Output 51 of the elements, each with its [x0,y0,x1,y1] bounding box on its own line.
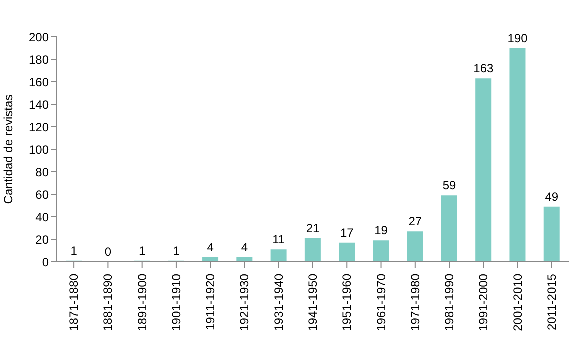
y-tick-label: 200 [28,30,50,44]
y-tick-label: 60 [36,188,50,202]
bar [270,250,287,262]
y-tick-label: 20 [36,232,50,247]
x-tick-label: 1941-1950 [306,274,320,332]
y-tick-label: 80 [36,165,50,180]
bar [373,240,390,262]
data-label: 1 [138,244,146,258]
x-tick-label: 1901-1910 [169,274,184,332]
x-tick-label: 1871-1880 [67,274,82,332]
data-label: 59 [442,178,457,193]
x-tick-label: 1961-1970 [374,274,388,332]
x-tick-label: 1921-1930 [238,274,252,332]
bar [510,48,526,262]
data-label: 4 [207,240,214,254]
data-label: 27 [408,214,422,229]
x-tick-label: 2011-2015 [544,274,559,330]
y-tick-label: 160 [28,75,50,90]
data-label: 17 [340,226,354,240]
data-label: 49 [545,190,559,204]
bar [476,78,492,262]
bar [407,232,424,262]
bar [339,242,356,262]
x-tick-label: 1911-1920 [204,274,218,330]
bar [304,238,321,262]
y-tick-label: 100 [28,142,50,157]
x-tick-label: 2001-2010 [510,274,525,332]
y-axis-title: Cantidad de revistas [1,94,16,204]
data-label: 190 [508,31,528,46]
x-tick-label: 1931-1940 [272,274,286,332]
data-label: 163 [474,62,494,76]
x-tick-label: 1981-1990 [442,274,457,332]
y-tick-label: 0 [42,255,50,270]
x-tick-label: 1891-1900 [135,274,150,332]
x-tick-label: 1991-2000 [476,274,491,332]
bar [441,196,458,262]
data-label: 11 [272,232,286,247]
bar [544,206,560,262]
data-label: 1 [70,244,78,258]
x-tick-label: 1951-1960 [340,274,354,332]
data-label: 4 [241,240,248,254]
y-tick-label: 40 [36,210,50,224]
data-label: 0 [104,245,112,259]
x-tick-label: 1881-1890 [101,274,116,332]
y-tick-label: 120 [28,120,50,134]
data-label: 21 [306,221,320,236]
x-tick-label: 1971-1980 [408,274,422,332]
y-tick-label: 140 [28,98,50,112]
data-label: 19 [374,224,388,238]
y-tick-label: 180 [28,52,50,67]
data-label: 1 [173,244,180,258]
